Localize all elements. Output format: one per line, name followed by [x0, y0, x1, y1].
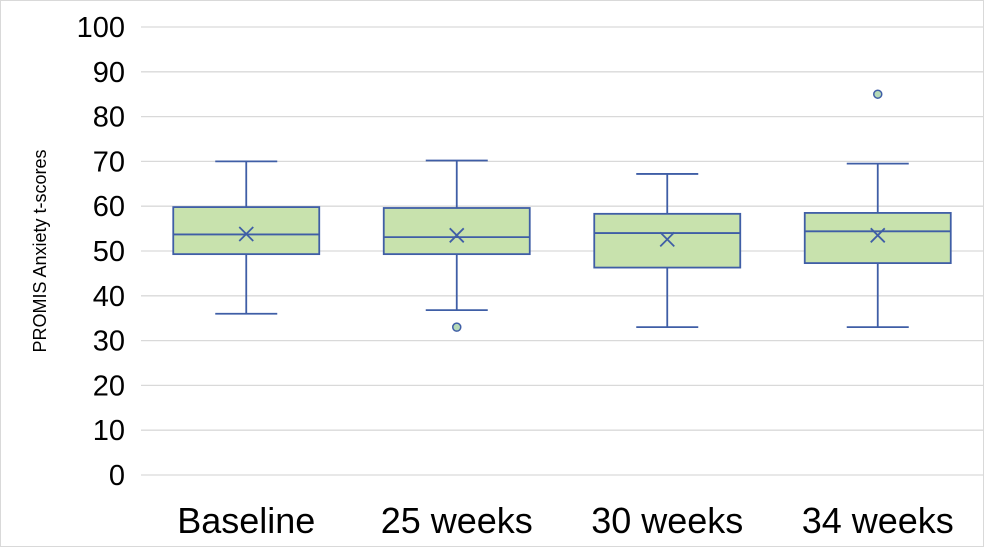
box-series: [172, 89, 952, 332]
outlier-point: [873, 89, 883, 99]
x-axis-ticks: Baseline 25 weeks 30 weeks 34 weeks: [177, 500, 954, 541]
box-4: [803, 89, 952, 329]
y-tick-label-70: 70: [93, 146, 125, 178]
y-tick-label-50: 50: [93, 236, 125, 268]
y-tick-label-0: 0: [109, 460, 125, 492]
mean-marker-stroke-b: [449, 227, 465, 243]
mean-marker-stroke-b: [238, 226, 254, 242]
y-tick-label-80: 80: [93, 102, 125, 134]
x-tick-label-2: 25 weeks: [381, 500, 533, 541]
interquartile-box: [172, 206, 321, 256]
box-1: [172, 160, 321, 315]
y-tick-label-90: 90: [93, 57, 125, 89]
box-2: [382, 159, 531, 332]
y-axis-title: PROMIS Anxiety t-scores: [30, 149, 50, 352]
interquartile-box: [382, 207, 531, 256]
x-tick-label-4: 34 weeks: [802, 500, 954, 541]
x-tick-label-3: 30 weeks: [591, 500, 743, 541]
mean-marker-stroke-b: [870, 227, 886, 243]
y-tick-label-10: 10: [93, 415, 125, 447]
y-axis-ticks: 0 10 20 30 40 50 60 70 80 90 100: [77, 12, 125, 492]
y-tick-label-20: 20: [93, 370, 125, 402]
mean-marker-stroke-b: [659, 231, 675, 247]
y-tick-label-30: 30: [93, 326, 125, 358]
interquartile-box: [803, 212, 952, 264]
x-tick-label-1: Baseline: [177, 500, 315, 541]
y-tick-label-100: 100: [77, 12, 125, 44]
box-3: [593, 173, 742, 329]
y-tick-label-40: 40: [93, 281, 125, 313]
interquartile-box: [593, 212, 742, 269]
y-tick-label-60: 60: [93, 191, 125, 223]
outlier-point: [452, 322, 462, 332]
